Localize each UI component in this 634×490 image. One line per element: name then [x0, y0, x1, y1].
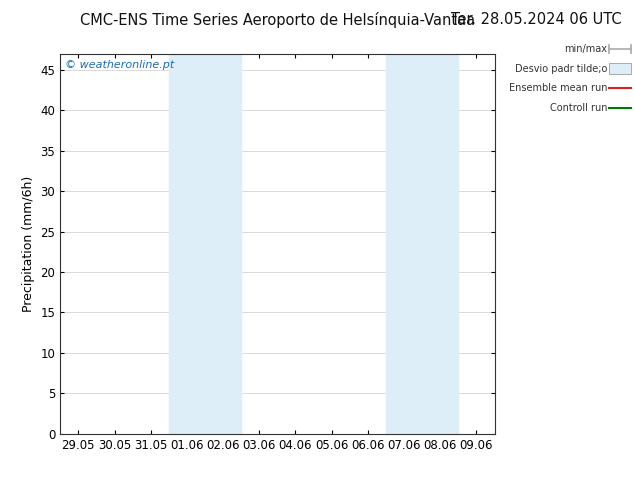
Text: min/max: min/max — [564, 44, 607, 54]
Bar — [169, 54, 241, 434]
Text: Ter. 28.05.2024 06 UTC: Ter. 28.05.2024 06 UTC — [451, 12, 621, 27]
Text: CMC-ENS Time Series Aeroporto de Helsínquia-Vantaa: CMC-ENS Time Series Aeroporto de Helsínq… — [80, 12, 475, 28]
Y-axis label: Precipitation (mm/6h): Precipitation (mm/6h) — [22, 175, 35, 312]
Text: Controll run: Controll run — [550, 103, 607, 113]
Text: Desvio padr tilde;o: Desvio padr tilde;o — [515, 64, 607, 74]
Text: Ensemble mean run: Ensemble mean run — [509, 83, 607, 93]
Text: © weatheronline.pt: © weatheronline.pt — [65, 60, 174, 70]
Bar — [386, 54, 458, 434]
